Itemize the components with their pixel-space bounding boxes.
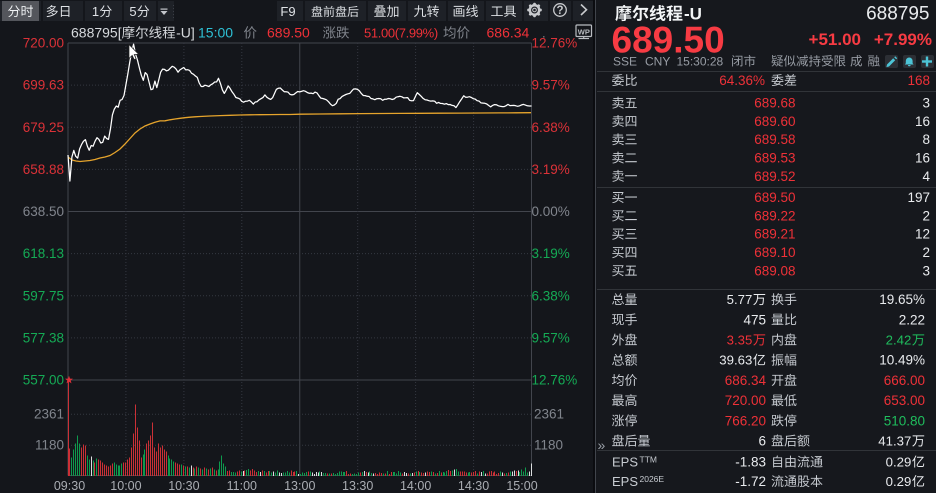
svg-text:16: 16: [915, 151, 930, 166]
svg-text:.: .: [542, 26, 546, 41]
svg-text:658.88: 658.88: [23, 162, 64, 177]
svg-text:2: 2: [922, 245, 930, 260]
svg-text:09:30: 09:30: [54, 479, 85, 493]
svg-text:689.50: 689.50: [267, 25, 310, 41]
svg-text:41.37: 41.37: [878, 434, 911, 449]
svg-text:699.63: 699.63: [23, 78, 64, 93]
svg-text:6: 6: [758, 434, 766, 449]
svg-text:4: 4: [922, 169, 930, 184]
svg-text:SSE: SSE: [613, 55, 637, 69]
svg-text:-1.83: -1.83: [735, 455, 766, 470]
svg-text:766.20: 766.20: [725, 413, 766, 428]
svg-text:689.50: 689.50: [754, 190, 795, 205]
svg-text:CNY: CNY: [645, 55, 670, 69]
svg-text:12: 12: [915, 227, 930, 242]
svg-text:666.00: 666.00: [884, 373, 925, 388]
svg-text:1: 1: [92, 4, 99, 19]
svg-text:0.00%: 0.00%: [532, 204, 570, 219]
svg-text:39.63: 39.63: [719, 353, 752, 368]
svg-text:?: ?: [556, 5, 563, 17]
svg-text:689.08: 689.08: [754, 263, 795, 278]
svg-text:2361: 2361: [534, 407, 564, 422]
svg-text:14:30: 14:30: [458, 479, 489, 493]
svg-text:557.00: 557.00: [23, 373, 64, 388]
svg-text:2361: 2361: [34, 407, 64, 422]
svg-text:6.38%: 6.38%: [532, 120, 570, 135]
svg-text:3: 3: [922, 263, 930, 278]
svg-text:689.50: 689.50: [612, 20, 725, 61]
svg-text:0.29: 0.29: [886, 474, 912, 489]
svg-text:689.22: 689.22: [754, 208, 795, 223]
svg-text:689.53: 689.53: [754, 151, 795, 166]
svg-text:6.38%: 6.38%: [532, 288, 570, 303]
svg-text:+7.99%: +7.99%: [874, 30, 932, 49]
svg-text:3: 3: [922, 96, 930, 111]
svg-text:-U]: -U]: [176, 25, 195, 41]
svg-text:8: 8: [922, 132, 930, 147]
svg-text:3.35: 3.35: [727, 333, 753, 348]
svg-text:13:30: 13:30: [342, 479, 373, 493]
svg-text:11:00: 11:00: [227, 479, 257, 493]
svg-text:2026E: 2026E: [640, 474, 665, 484]
svg-text:597.75: 597.75: [23, 288, 64, 303]
svg-text:2.22: 2.22: [899, 312, 925, 327]
svg-text:64.36%: 64.36%: [719, 73, 765, 88]
svg-text:688795[: 688795[: [71, 25, 122, 41]
svg-text:EPS: EPS: [612, 455, 638, 470]
svg-text:»: »: [598, 437, 606, 453]
svg-text:51.00(7.99%): 51.00(7.99%): [364, 26, 438, 41]
svg-text:3.19%: 3.19%: [532, 246, 570, 261]
svg-text:679.25: 679.25: [23, 120, 64, 135]
svg-text:0.29: 0.29: [886, 455, 912, 470]
svg-text:-1.72: -1.72: [735, 474, 766, 489]
svg-text:689.58: 689.58: [754, 132, 795, 147]
svg-text:9.57%: 9.57%: [532, 78, 570, 93]
svg-text:16: 16: [915, 114, 930, 129]
svg-text:10:00: 10:00: [110, 479, 141, 493]
svg-text:2: 2: [922, 208, 930, 223]
svg-text:689.21: 689.21: [754, 227, 795, 242]
svg-text:10.49%: 10.49%: [879, 353, 925, 368]
svg-text:15:00: 15:00: [506, 479, 537, 493]
svg-text:+51.00: +51.00: [809, 30, 861, 49]
svg-text:5.77: 5.77: [727, 292, 753, 307]
svg-text:-U: -U: [684, 5, 702, 24]
svg-text:15:30:28: 15:30:28: [677, 55, 724, 69]
svg-text:510.80: 510.80: [884, 413, 925, 428]
svg-text:TTM: TTM: [640, 455, 657, 465]
svg-text:WP: WP: [578, 27, 590, 36]
svg-text:618.13: 618.13: [23, 246, 64, 261]
svg-text:3.19%: 3.19%: [532, 162, 570, 177]
svg-text:686.34: 686.34: [487, 25, 530, 41]
svg-text:10:30: 10:30: [168, 479, 199, 493]
svg-text:F9: F9: [280, 4, 295, 19]
svg-text:638.50: 638.50: [23, 204, 64, 219]
svg-text:2.42: 2.42: [886, 333, 912, 348]
svg-text:19.65%: 19.65%: [879, 292, 925, 307]
svg-text:689.68: 689.68: [754, 96, 795, 111]
svg-text:686.34: 686.34: [725, 373, 767, 388]
svg-text:14:00: 14:00: [400, 479, 431, 493]
svg-text:653.00: 653.00: [884, 393, 925, 408]
svg-text:5: 5: [129, 4, 136, 19]
svg-text:1180: 1180: [534, 438, 563, 453]
svg-text:689.60: 689.60: [754, 114, 795, 129]
svg-text:12.76%: 12.76%: [532, 373, 578, 388]
svg-text:688795: 688795: [866, 4, 929, 25]
svg-text:9.57%: 9.57%: [532, 330, 570, 345]
svg-text:13:00: 13:00: [284, 479, 315, 493]
svg-text:689.52: 689.52: [754, 169, 795, 184]
svg-text:475: 475: [743, 312, 766, 327]
svg-text:689.10: 689.10: [754, 245, 795, 260]
svg-text:15:00: 15:00: [198, 25, 233, 41]
svg-text:168: 168: [907, 73, 930, 88]
svg-text:197: 197: [907, 190, 930, 205]
svg-text:720.00: 720.00: [23, 36, 64, 51]
svg-text:577.38: 577.38: [23, 330, 64, 345]
svg-text:720.00: 720.00: [725, 393, 766, 408]
svg-text:12.76%: 12.76%: [532, 36, 578, 51]
svg-text:1180: 1180: [35, 438, 64, 453]
svg-text:EPS: EPS: [612, 474, 638, 489]
